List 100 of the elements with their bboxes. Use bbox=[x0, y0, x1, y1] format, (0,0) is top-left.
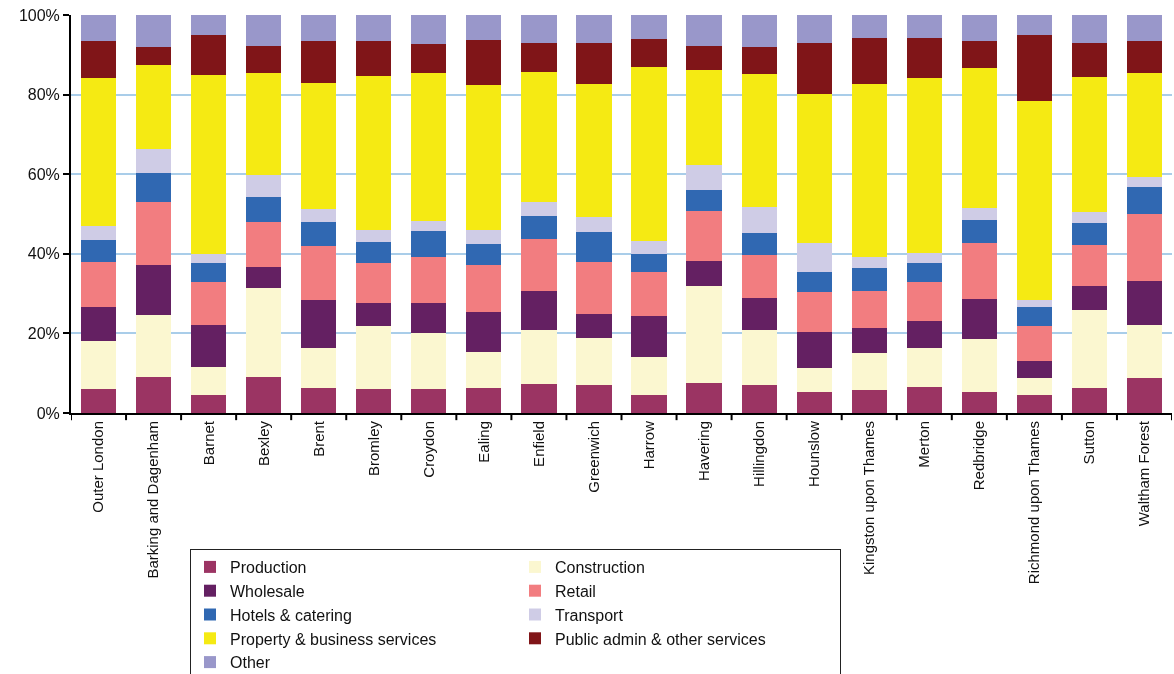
bar bbox=[466, 85, 502, 230]
bar bbox=[80, 340, 117, 389]
bar bbox=[961, 242, 997, 299]
bar bbox=[356, 229, 392, 242]
bar bbox=[631, 315, 667, 357]
bar bbox=[246, 73, 282, 175]
bar bbox=[1071, 42, 1108, 78]
bar bbox=[686, 69, 722, 166]
bar bbox=[686, 46, 722, 70]
x-tick-label: Barking and Dagenham bbox=[144, 421, 162, 579]
bar bbox=[686, 15, 722, 47]
bar bbox=[576, 261, 612, 314]
bar bbox=[1016, 306, 1052, 326]
bar bbox=[576, 216, 612, 232]
bar bbox=[1126, 214, 1163, 281]
bar bbox=[741, 73, 777, 207]
bar bbox=[411, 302, 447, 333]
bar bbox=[356, 325, 392, 390]
bar bbox=[411, 73, 447, 221]
x-tick-label: Croydon bbox=[419, 421, 437, 478]
bar bbox=[135, 314, 172, 377]
x-tick-label: Redbridge bbox=[970, 421, 988, 491]
bar bbox=[1126, 15, 1163, 41]
bar bbox=[246, 376, 282, 413]
bar bbox=[961, 67, 997, 208]
bar bbox=[246, 46, 282, 74]
bar bbox=[135, 46, 172, 66]
bar bbox=[466, 40, 502, 86]
bar bbox=[576, 42, 612, 84]
x-tick-label: Harrow bbox=[639, 420, 657, 470]
bar bbox=[961, 391, 997, 413]
bar bbox=[80, 388, 117, 413]
bar bbox=[1071, 211, 1108, 223]
bar bbox=[411, 388, 447, 413]
bar bbox=[906, 281, 942, 321]
bar bbox=[851, 15, 887, 39]
bar bbox=[631, 67, 667, 241]
bar bbox=[246, 196, 282, 222]
bar bbox=[1016, 15, 1052, 35]
bar bbox=[1126, 176, 1163, 187]
bar bbox=[906, 347, 942, 387]
bar bbox=[191, 324, 227, 367]
bar bbox=[411, 44, 447, 74]
y-tick-label: 80% bbox=[27, 86, 60, 104]
bar bbox=[466, 387, 502, 413]
bar bbox=[796, 291, 832, 332]
x-tick-label: Greenwich bbox=[584, 421, 602, 493]
bar bbox=[961, 207, 997, 220]
bar bbox=[191, 395, 227, 413]
bar bbox=[961, 15, 997, 41]
bar bbox=[1126, 280, 1163, 325]
bar bbox=[631, 15, 667, 39]
bar bbox=[741, 384, 777, 413]
legend-label: Transport bbox=[555, 606, 624, 624]
bar bbox=[356, 75, 392, 230]
bar bbox=[851, 267, 887, 291]
bar bbox=[576, 83, 612, 217]
bar bbox=[356, 40, 392, 76]
bar bbox=[411, 15, 447, 45]
bar bbox=[796, 391, 832, 413]
bar bbox=[961, 219, 997, 243]
bar bbox=[906, 38, 942, 78]
bar bbox=[1016, 325, 1052, 361]
bar bbox=[906, 77, 942, 253]
x-tick-label: Brent bbox=[309, 420, 327, 457]
bar bbox=[246, 266, 282, 288]
x-tick-label: Bexley bbox=[254, 420, 272, 467]
x-tick-label: Waltham Forest bbox=[1135, 420, 1153, 527]
bar bbox=[906, 386, 942, 413]
bar bbox=[301, 221, 337, 246]
bar bbox=[191, 75, 227, 254]
bar bbox=[1071, 15, 1108, 43]
x-tick-label: Bromley bbox=[364, 420, 382, 477]
bar bbox=[796, 42, 832, 94]
bar bbox=[1126, 73, 1163, 177]
bar bbox=[191, 281, 227, 325]
bar bbox=[851, 83, 887, 258]
bar bbox=[851, 290, 887, 328]
bar bbox=[80, 239, 117, 262]
y-tick-label: 100% bbox=[18, 6, 60, 24]
bar bbox=[1126, 186, 1163, 214]
legend-label: Property & business services bbox=[230, 630, 437, 648]
legend-label: Production bbox=[230, 559, 307, 577]
y-tick-label: 40% bbox=[27, 245, 60, 263]
bar bbox=[906, 252, 942, 263]
bar bbox=[1016, 360, 1052, 378]
bar bbox=[521, 238, 557, 291]
bar bbox=[741, 329, 777, 385]
bar bbox=[1126, 324, 1163, 378]
bar bbox=[796, 15, 832, 43]
bar bbox=[80, 77, 117, 226]
bar bbox=[521, 71, 557, 202]
bar bbox=[80, 261, 117, 307]
bar bbox=[741, 46, 777, 74]
bar bbox=[576, 384, 612, 413]
bar bbox=[741, 206, 777, 233]
x-tick-label: Ealing bbox=[474, 421, 492, 463]
bar bbox=[796, 331, 832, 368]
x-tick-label: Barnet bbox=[199, 420, 217, 466]
bar bbox=[1016, 100, 1052, 300]
